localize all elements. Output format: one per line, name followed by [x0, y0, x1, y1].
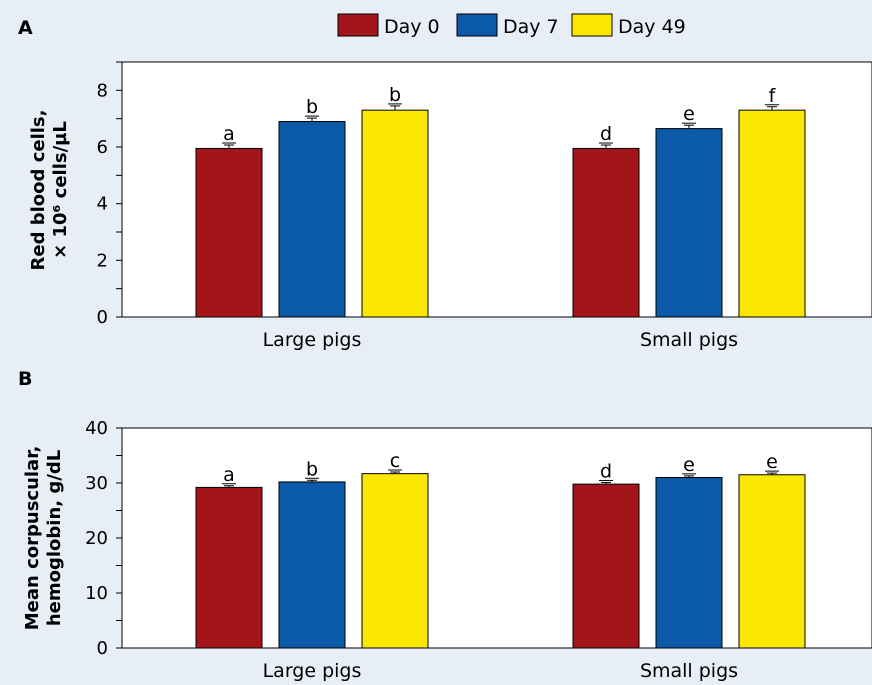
y-tick-label: 20 — [85, 528, 108, 549]
category-label: Small pigs — [640, 329, 738, 351]
category-label: Small pigs — [640, 660, 738, 682]
y-tick-label: 10 — [85, 583, 108, 604]
bar — [361, 109, 429, 318]
bar — [655, 128, 723, 318]
significance-letter: a — [223, 123, 235, 145]
y-axis-label: Red blood cells,× 10⁶ cells/µL — [28, 110, 71, 271]
significance-letter: b — [306, 96, 318, 118]
legend-label-day-7: Day 7 — [503, 16, 559, 38]
y-axis-label: Mean corpuscular,hemoglobin, g/dL — [22, 446, 65, 631]
y-axis-label-line: hemoglobin, g/dL — [44, 450, 65, 626]
significance-letter: d — [600, 123, 612, 145]
panel-tag: B — [18, 368, 32, 390]
y-axis-label-line: × 10⁶ cells/µL — [50, 121, 71, 259]
significance-letter: a — [223, 464, 235, 486]
panel-b: B 0 10 20 30 40 Mean corpuscular,hemoglobin, g… — [18, 368, 872, 682]
y-axis-label-line: Mean corpuscular, — [22, 446, 43, 631]
legend: Day 0 Day 7 Day 49 — [337, 13, 686, 38]
bar — [195, 486, 263, 649]
significance-letter: d — [600, 460, 612, 482]
legend-label-day-0: Day 0 — [384, 16, 440, 38]
y-tick-label: 40 — [85, 418, 108, 439]
y-tick-label: 0 — [97, 638, 108, 659]
significance-letter: e — [766, 451, 778, 473]
significance-letter: e — [683, 454, 695, 476]
bar — [278, 481, 346, 649]
bar — [361, 473, 429, 649]
y-axis-label-line: Red blood cells, — [28, 110, 49, 271]
bar — [655, 477, 723, 649]
y-tick-label: 4 — [97, 194, 108, 215]
legend-swatch-day-7 — [456, 13, 498, 37]
y-tick-label: 0 — [97, 307, 108, 328]
bar — [195, 147, 263, 318]
category-label: Large pigs — [263, 329, 362, 351]
panel-tag: A — [18, 17, 33, 39]
bar — [738, 109, 806, 318]
significance-letter: f — [769, 85, 777, 107]
bar — [572, 483, 640, 649]
category-label: Large pigs — [263, 660, 362, 682]
bar — [572, 147, 640, 318]
legend-label-day-49: Day 49 — [618, 16, 686, 38]
y-tick-label: 2 — [97, 250, 108, 271]
significance-letter: b — [389, 84, 401, 106]
y-tick-label: 8 — [97, 80, 108, 101]
significance-letter: b — [306, 458, 318, 480]
panel-a: A 0 2 4 6 8 Red blood cells,× 10⁶ cells/µL a b b L… — [18, 17, 872, 351]
legend-swatch-day-49 — [571, 13, 613, 37]
y-tick-label: 6 — [97, 137, 108, 158]
legend-swatch-day-0 — [337, 13, 379, 37]
bar — [738, 474, 806, 649]
bar — [278, 121, 346, 318]
significance-letter: e — [683, 103, 695, 125]
significance-letter: c — [390, 450, 400, 472]
y-tick-label: 30 — [85, 473, 108, 494]
